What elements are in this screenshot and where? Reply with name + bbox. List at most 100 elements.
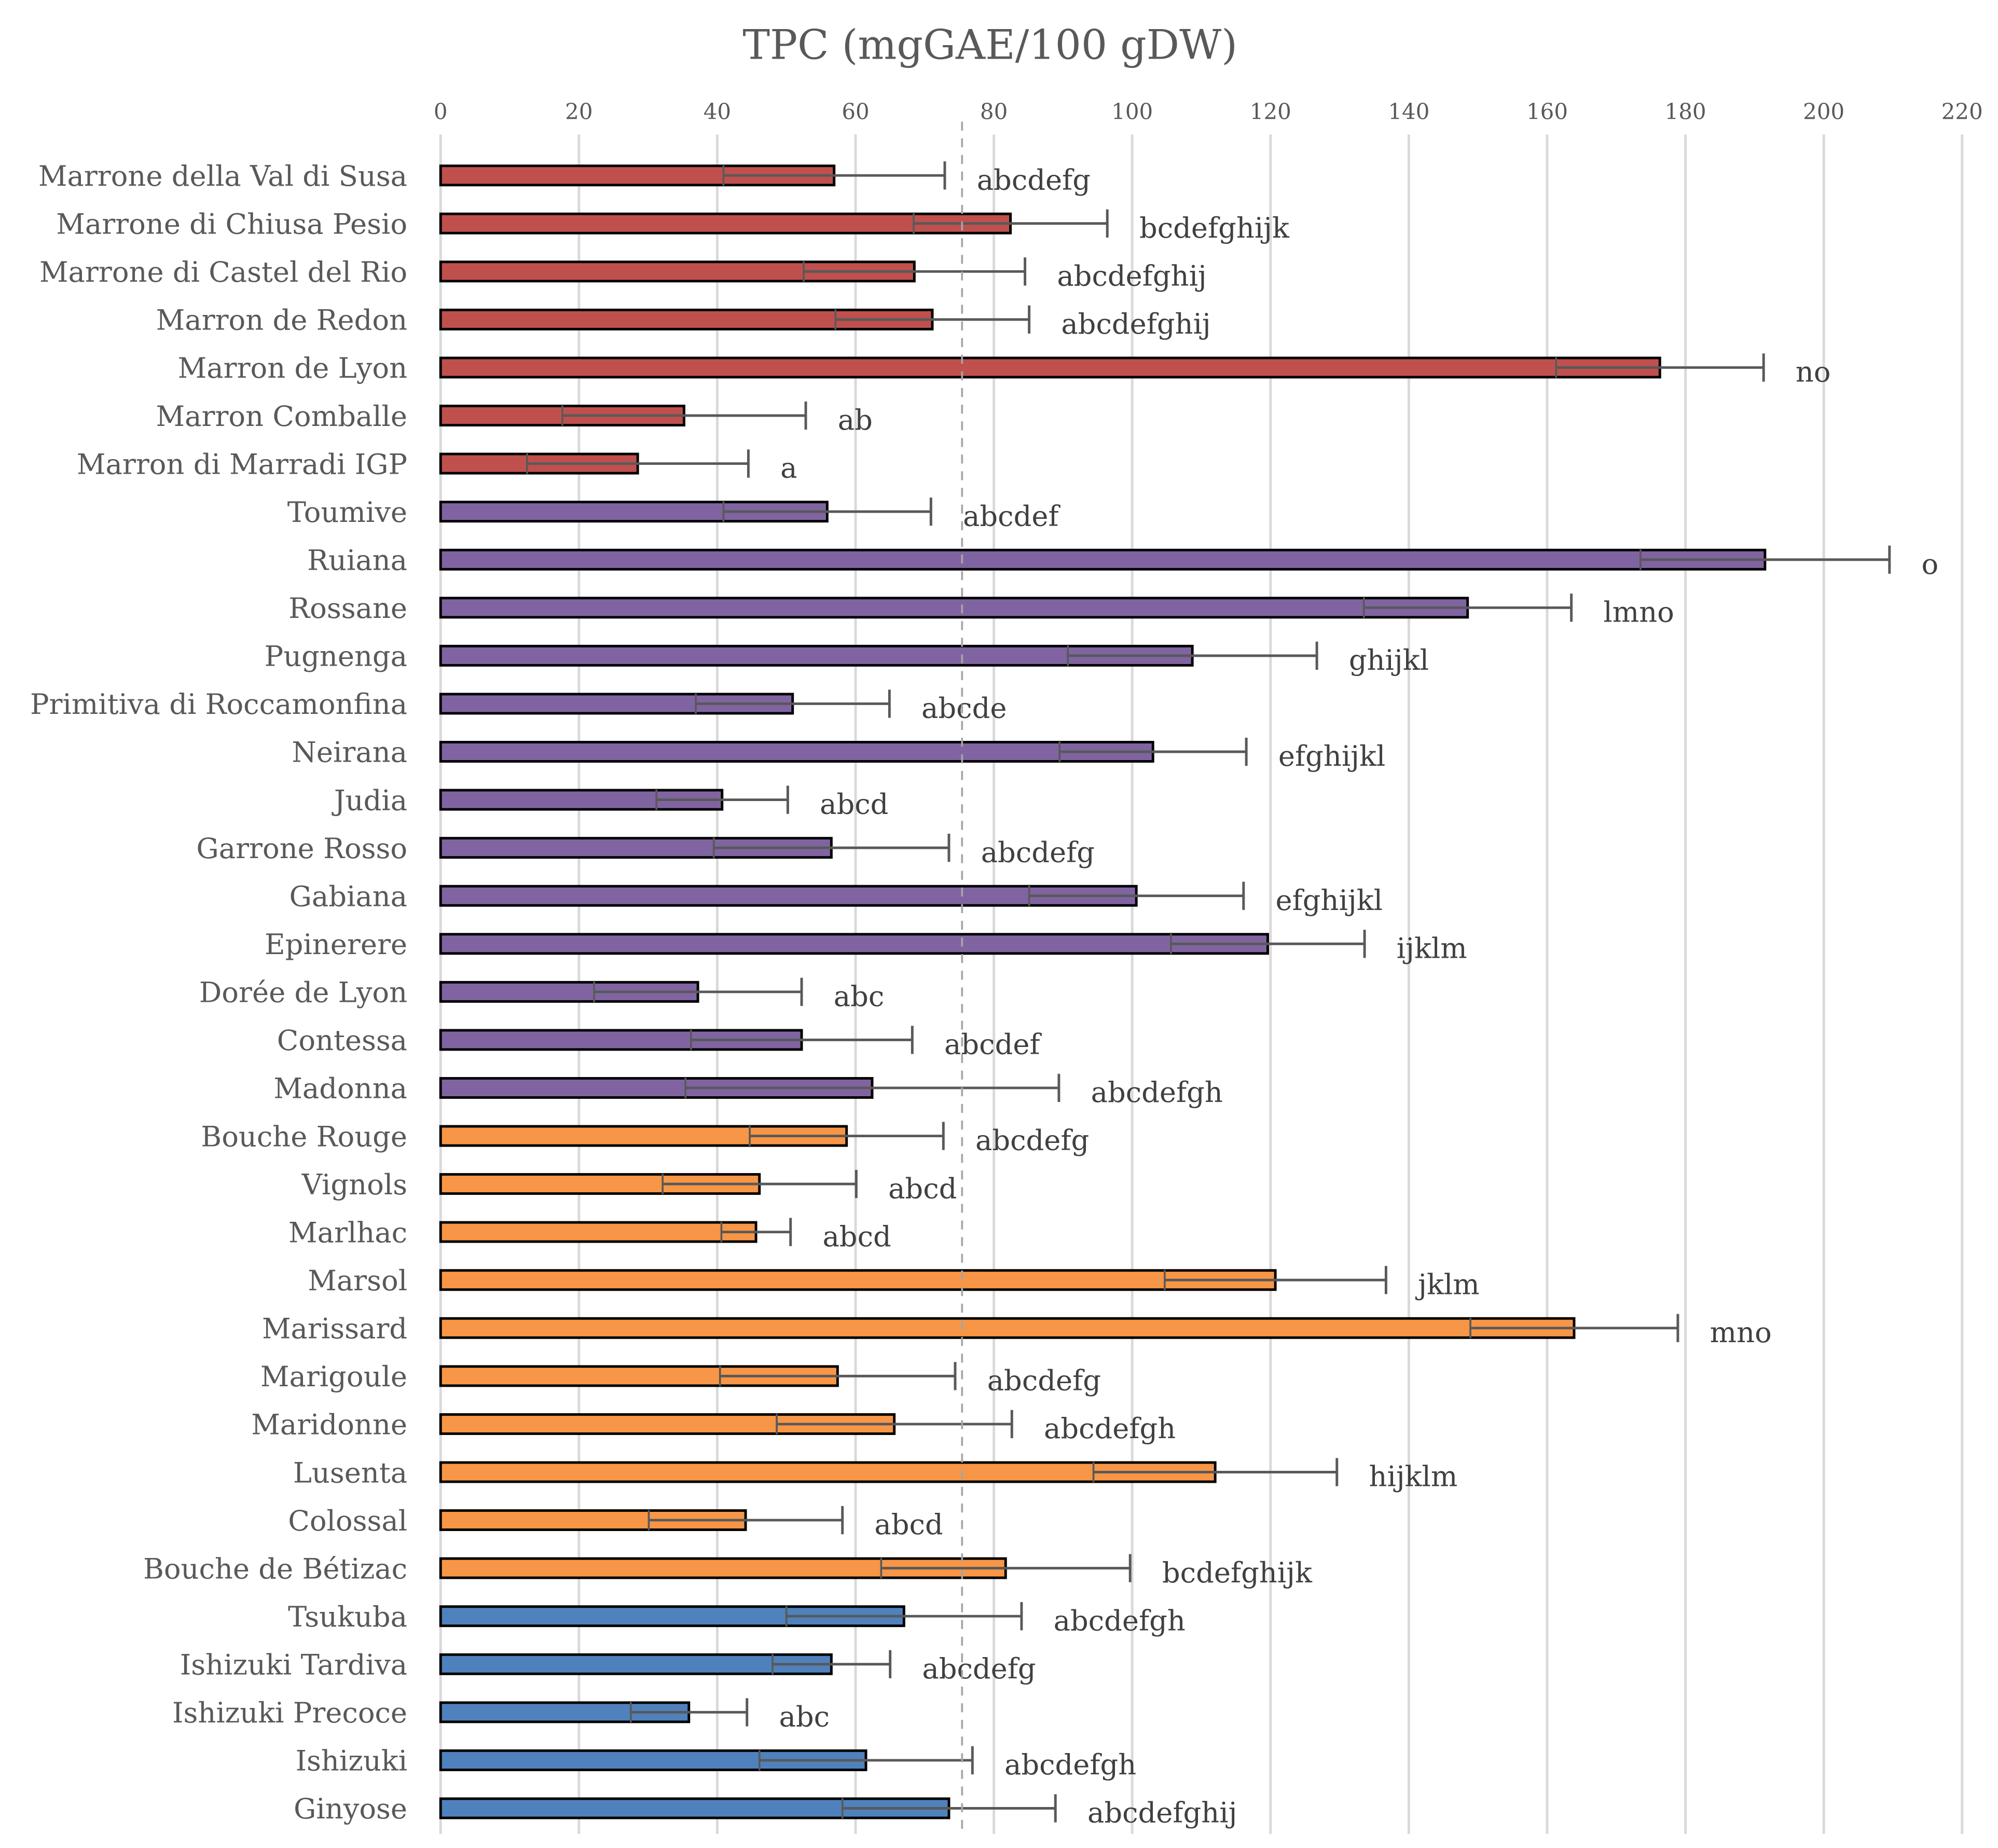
category-label: Marlhac [288,1216,407,1249]
category-label: Marron Comballe [156,400,408,433]
category-label: Marron de Redon [156,304,407,337]
bar-row: Dorée de Lyon abc [199,976,885,1013]
category-label: Colossal [288,1505,407,1537]
bar-row: Rossane lmno [288,592,1674,628]
bar-row: Vignols abcd [301,1168,957,1205]
bar-row: Madonna abcdefgh [273,1072,1223,1109]
significance-letters: ab [838,404,873,436]
category-label: Epinerere [265,928,407,961]
significance-letters: abc [779,1700,830,1733]
x-tick-label: 40 [704,99,731,125]
significance-letters: lmno [1603,596,1674,628]
x-tick-label: 180 [1665,99,1706,125]
category-label: Ishizuki Tardiva [180,1649,407,1681]
bar [439,356,1661,379]
bar [439,837,833,859]
category-label: Marrone di Castel del Rio [39,256,407,288]
significance-letters: abc [834,980,885,1013]
significance-letters: abcd [822,1220,891,1253]
significance-letters: abcdefg [987,1364,1101,1397]
bar-row: Pugnenga ghijkl [265,640,1429,677]
x-tick-label: 60 [842,99,869,125]
category-label: Dorée de Lyon [199,976,407,1009]
bar [439,597,1469,619]
significance-letters: abcdefgh [1044,1412,1176,1445]
significance-letters: ijklm [1397,932,1467,964]
x-tick-label: 220 [1941,99,1983,125]
significance-letters: jklm [1415,1268,1480,1301]
bar-row: Toumive abcdef [287,496,1061,532]
bar-row: Marron Comballe ab [156,400,873,436]
significance-letters: abcdef [944,1028,1042,1061]
category-label: Rossane [288,592,407,625]
category-label: Toumive [287,496,407,529]
bar-row: Tsukuba abcdefgh [288,1601,1186,1637]
significance-letters: abcdefghij [1087,1797,1237,1829]
bar [439,1317,1576,1339]
bar-row: Ginyose abcdefghij [294,1792,1237,1829]
bar [439,501,829,523]
bar [439,548,1767,571]
bar-row: Garrone Rosso abcdefg [196,832,1095,868]
x-tick-label: 0 [434,99,448,125]
significance-letters: abcdefghij [1061,308,1210,340]
bar [439,741,1154,763]
bar-row: Maridonne abcdefgh [251,1409,1176,1445]
category-label: Maridonne [251,1409,407,1441]
category-label: Marrone della Val di Susa [38,160,407,192]
category-label: Tsukuba [288,1601,407,1633]
bar-row: Gabiana efghijkl [289,880,1383,916]
significance-letters: abcdefg [922,1652,1036,1685]
category-label: Lusenta [293,1456,407,1489]
significance-letters: bcdefghijk [1139,212,1290,244]
significance-letters: mno [1710,1316,1772,1349]
category-label: Gabiana [289,880,407,913]
category-label: Ishizuki Precoce [172,1697,407,1729]
x-tick-label: 160 [1526,99,1568,125]
bar-row: Ishizuki Tardiva abcdefg [180,1649,1036,1685]
bar [439,1269,1277,1291]
significance-letters: abcdef [963,500,1060,532]
bar-row: Marrone di Castel del Rio abcdefghij [39,256,1207,292]
bar-row: Marigoule abcdefg [260,1360,1101,1397]
bar-row: Ishizuki Precoce abc [172,1697,830,1733]
bars: Marrone della Val di Susa abcdefg Marrone … [30,160,1938,1829]
category-label: Madonna [273,1072,407,1105]
significance-letters: bcdefghijk [1162,1556,1313,1589]
bar-row: Bouche de Bétizac bcdefghijk [143,1552,1313,1589]
x-tick-label: 140 [1388,99,1429,125]
significance-letters: efghijkl [1278,740,1385,773]
bar [439,1653,833,1675]
bar-row: Marrone di Chiusa Pesio bcdefghijk [56,208,1290,244]
category-label: Ishizuki [296,1745,408,1777]
bar-row: Neirana efghijkl [292,736,1385,773]
bar [439,933,1269,955]
x-tick-label: 20 [565,99,592,125]
bar-row: Marsol jklm [308,1264,1480,1301]
bar-row: Marlhac abcd [288,1216,891,1252]
category-label: Marron di Marradi IGP [77,448,407,480]
category-label: Vignols [301,1168,407,1201]
x-tick-label: 200 [1803,99,1844,125]
category-label: Marigoule [260,1360,407,1393]
category-label: Marsol [308,1264,407,1297]
category-label: Neirana [292,736,407,769]
category-label: Bouche de Bétizac [143,1552,407,1585]
x-tick-label: 120 [1250,99,1291,125]
significance-letters: abcdefgh [1004,1748,1136,1781]
significance-letters: abcd [820,788,888,821]
category-label: Marron de Lyon [178,352,407,384]
bar-row: Contessa abcdef [277,1024,1042,1060]
bar-row: Bouche Rouge abcdefg [201,1120,1089,1156]
category-label: Bouche Rouge [201,1120,407,1153]
significance-letters: ghijkl [1349,644,1429,677]
significance-letters: abcd [888,1172,957,1205]
x-tick-label: 80 [980,99,1008,125]
bar-row: Primitiva di Roccamonfina abcde [30,688,1007,724]
bar-row: Marissard mno [262,1313,1772,1349]
category-label: Pugnenga [265,640,407,673]
x-axis-ticks: 0 20 40 60 80 100 120 140 160 180 200 220 [434,99,1983,125]
category-label: Contessa [277,1024,407,1057]
bar-row: Ruiana o [307,544,1938,580]
bar-row: Judia abcd [332,784,889,820]
